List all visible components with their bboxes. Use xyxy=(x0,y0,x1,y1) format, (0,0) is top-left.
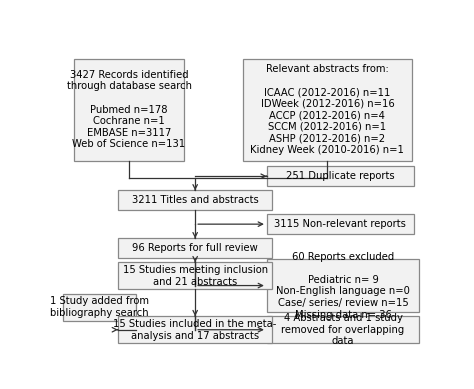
Text: 60 Reports excluded

Pediatric n= 9
Non-English language n=0
Case/ series/ revie: 60 Reports excluded Pediatric n= 9 Non-E… xyxy=(276,252,410,319)
FancyBboxPatch shape xyxy=(243,59,412,161)
Text: 4 Abstracts and 1 study
removed for overlapping
data: 4 Abstracts and 1 study removed for over… xyxy=(282,313,405,346)
Text: 3211 Titles and abstracts: 3211 Titles and abstracts xyxy=(132,195,258,205)
Text: 15 Studies meeting inclusion
and 21 abstracts: 15 Studies meeting inclusion and 21 abst… xyxy=(123,265,268,287)
Text: 96 Reports for full review: 96 Reports for full review xyxy=(132,243,258,253)
Text: 251 Duplicate reports: 251 Duplicate reports xyxy=(286,171,394,181)
Text: 15 Studies included in the meta-
analysis and 17 abstracts: 15 Studies included in the meta- analysi… xyxy=(113,319,277,340)
FancyBboxPatch shape xyxy=(118,238,272,258)
Text: 1 Study added from
bibliography search: 1 Study added from bibliography search xyxy=(50,296,149,318)
Text: Relevant abstracts from:

ICAAC (2012-2016) n=11
IDWeek (2012-2016) n=16
ACCP (2: Relevant abstracts from: ICAAC (2012-201… xyxy=(250,64,404,155)
FancyBboxPatch shape xyxy=(267,259,419,312)
FancyBboxPatch shape xyxy=(118,191,272,210)
FancyBboxPatch shape xyxy=(63,294,137,321)
FancyBboxPatch shape xyxy=(267,166,414,186)
Text: 3115 Non-relevant reports: 3115 Non-relevant reports xyxy=(274,219,406,229)
FancyBboxPatch shape xyxy=(118,316,272,343)
FancyBboxPatch shape xyxy=(267,316,419,343)
Text: 3427 Records identified
through database search

Pubmed n=178
Cochrane n=1
EMBAS: 3427 Records identified through database… xyxy=(66,70,191,149)
FancyBboxPatch shape xyxy=(74,59,184,161)
FancyBboxPatch shape xyxy=(118,262,272,289)
FancyBboxPatch shape xyxy=(267,214,414,234)
